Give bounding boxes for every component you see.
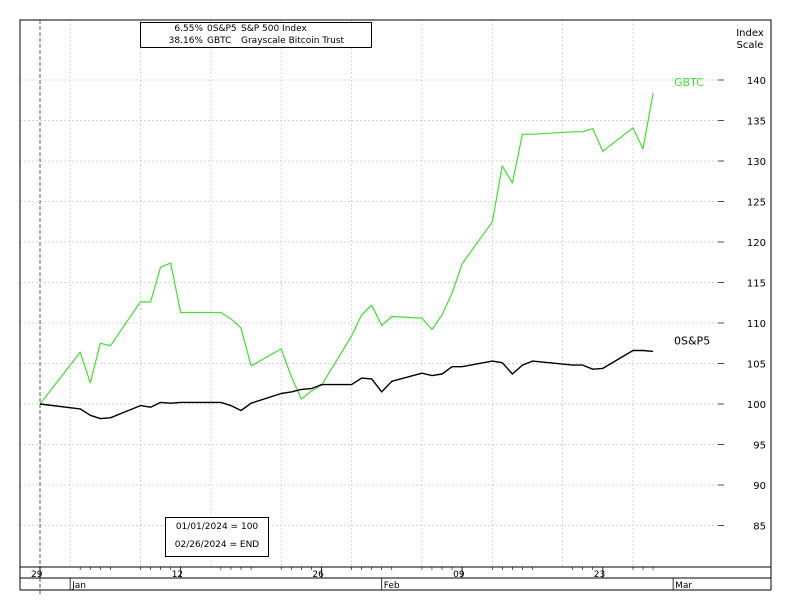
series-end-label: 0S&P5 xyxy=(674,334,710,347)
y-tick-label: 110 xyxy=(747,319,766,330)
legend-pct: 6.55% xyxy=(174,24,203,34)
base-end-label: 02/26/2024 = END xyxy=(174,540,260,550)
x-tick-label: 12 xyxy=(172,570,183,580)
y-axis-title: Index Scale xyxy=(730,28,770,52)
grid-layer xyxy=(20,20,718,567)
x-tick-label: 26 xyxy=(312,570,324,580)
y-tick-label: 130 xyxy=(747,157,766,168)
axis-layer xyxy=(19,19,772,595)
x-tick-label: 23 xyxy=(594,570,605,580)
y-tick-label: 135 xyxy=(747,117,766,128)
y-tick-label: 90 xyxy=(753,481,766,492)
y-tick-label: 125 xyxy=(747,198,766,209)
legend-desc: S&P 500 Index xyxy=(241,24,307,34)
x-month-label: Mar xyxy=(675,581,692,591)
x-month-label: Feb xyxy=(384,581,400,591)
legend-code: GBTC xyxy=(207,36,232,46)
y-tick-label: 115 xyxy=(747,279,766,290)
legend-pct: 38.16% xyxy=(168,36,203,46)
legend-desc: Grayscale Bitcoin Trust xyxy=(241,36,345,46)
y-axis-title-line: Scale xyxy=(736,40,764,51)
y-tick-label: 85 xyxy=(753,522,766,533)
x-tick-label: 09 xyxy=(453,570,465,580)
x-tick-label: 29 xyxy=(31,570,43,580)
legend-row-gbtc: 38.16% GBTC Grayscale Bitcoin Trust xyxy=(141,35,371,47)
y-tick-label: 140 xyxy=(747,76,766,87)
base-start-label: 01/01/2024 = 100 xyxy=(175,522,259,532)
x-month-label: Jan xyxy=(71,581,86,591)
legend-row-sp500: 6.55% 0S&P5 S&P 500 Index xyxy=(141,23,371,35)
series-end-label: GBTC xyxy=(674,76,704,89)
y-tick-label: 100 xyxy=(747,400,766,411)
y-tick-label: 120 xyxy=(747,238,766,249)
legend-box: 6.55% 0S&P5 S&P 500 Index 38.16% GBTC Gr… xyxy=(140,22,372,48)
base-info-box: 01/01/2024 = 100 02/26/2024 = END xyxy=(165,517,269,557)
series-layer xyxy=(39,92,654,420)
label-layer: 85 90 95 100 105 110 115 120 125 130 135 140 29 12 26 0… xyxy=(31,76,766,591)
y-tick-label: 105 xyxy=(747,360,766,371)
legend-code: 0S&P5 xyxy=(207,24,237,34)
y-tick-label: 95 xyxy=(753,441,766,452)
series-line-0sp5 xyxy=(39,349,654,420)
series-line-gbtc xyxy=(39,92,654,405)
y-axis-title-line: Index xyxy=(736,28,764,39)
